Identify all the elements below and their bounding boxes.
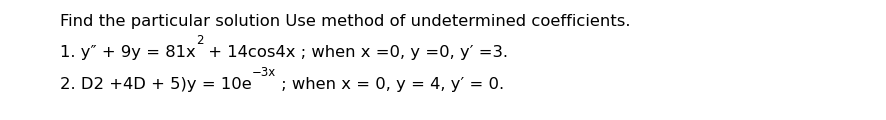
Text: + 14cos4x ; when x =0, y =0, y′ =3.: + 14cos4x ; when x =0, y =0, y′ =3. [203,45,508,60]
Text: 2: 2 [196,34,203,47]
Text: Find the particular solution Use method of undetermined coefficients.: Find the particular solution Use method … [60,14,630,29]
Text: 2. D2 +4D + 5)y = 10e: 2. D2 +4D + 5)y = 10e [60,77,252,92]
Text: ; when x = 0, y = 4, y′ = 0.: ; when x = 0, y = 4, y′ = 0. [276,77,503,92]
Text: −3x: −3x [252,66,276,79]
Text: 1. y″ + 9y = 81x: 1. y″ + 9y = 81x [60,45,196,60]
